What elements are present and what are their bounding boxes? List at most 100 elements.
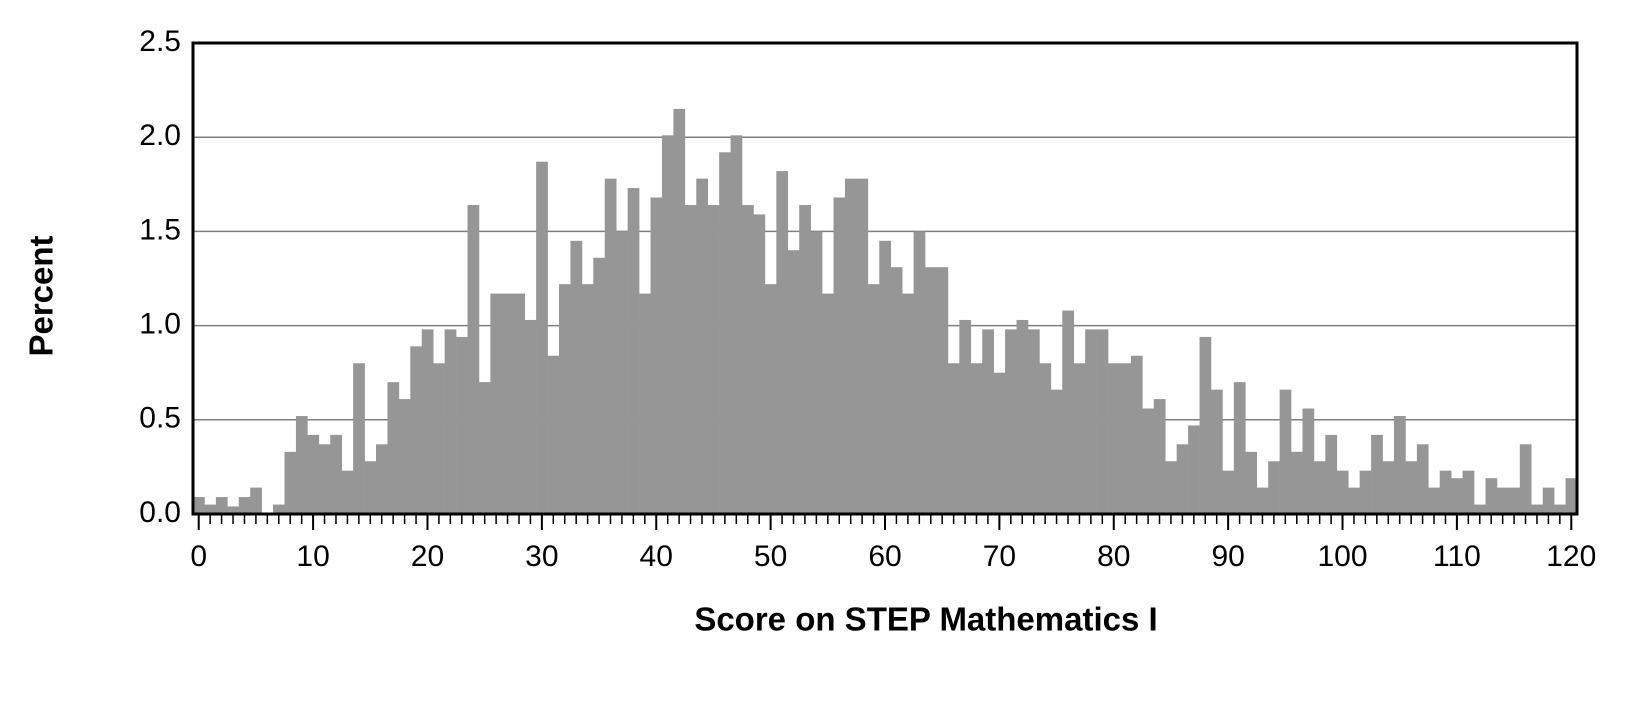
bar (1062, 310, 1075, 514)
bar (1416, 444, 1429, 514)
bar (844, 178, 857, 514)
bar (1485, 478, 1498, 514)
bar (1348, 487, 1360, 514)
bar (193, 497, 205, 514)
bar (719, 152, 731, 514)
x-tick-label: 20 (411, 540, 444, 573)
bar (570, 240, 583, 514)
bar (433, 363, 445, 514)
bar (284, 451, 297, 514)
bar (238, 497, 251, 514)
x-tick-label: 110 (1433, 540, 1481, 573)
bar (204, 504, 217, 514)
y-tick-label: 2.5 (139, 25, 181, 58)
bar (593, 257, 606, 514)
x-tick-label: 70 (983, 540, 1016, 573)
bar (1096, 329, 1109, 514)
bar (616, 231, 628, 514)
bar (982, 329, 994, 514)
bar (1233, 382, 1246, 514)
bar (490, 293, 503, 514)
bar (1039, 363, 1052, 514)
bar (1508, 487, 1521, 514)
bar (341, 470, 354, 514)
bar (444, 329, 457, 514)
x-tick-label: 0 (190, 540, 207, 573)
bar (833, 197, 846, 514)
bar (273, 504, 285, 514)
bar (1325, 434, 1338, 514)
x-tick-label: 40 (640, 540, 673, 573)
bar (730, 135, 743, 515)
x-tick-label: 60 (868, 540, 901, 573)
x-tick-label: 30 (525, 540, 558, 573)
y-tick-label: 0.5 (139, 402, 181, 435)
bar (639, 293, 651, 514)
bar (684, 205, 697, 515)
bar (1313, 461, 1326, 514)
bar (1359, 470, 1372, 514)
bar (1016, 319, 1029, 514)
bar (501, 293, 514, 514)
bar (398, 399, 411, 514)
bar (1462, 470, 1475, 514)
bar (776, 171, 789, 514)
bar (547, 355, 560, 514)
bar (1279, 389, 1292, 514)
bar (1210, 389, 1223, 514)
bar (753, 214, 766, 514)
bar (661, 135, 674, 515)
bar (227, 506, 240, 514)
bar (1027, 329, 1040, 514)
bar (1165, 461, 1177, 514)
plot-frame (191, 41, 1579, 516)
bar (856, 178, 869, 514)
bar (1542, 487, 1555, 514)
bar (1176, 444, 1189, 514)
bar (1199, 336, 1212, 514)
bar (307, 434, 320, 514)
bar (913, 231, 926, 514)
bar (707, 205, 720, 515)
bar (1108, 363, 1120, 514)
bar (627, 188, 640, 514)
bar (1050, 389, 1063, 514)
bar (1268, 461, 1280, 514)
bar (1302, 408, 1315, 514)
bar (1222, 470, 1235, 514)
bar (764, 284, 777, 514)
bar (1554, 504, 1566, 514)
bar (1291, 451, 1303, 514)
x-tick-label: 10 (296, 540, 329, 573)
bar (902, 293, 914, 514)
bar (810, 231, 823, 514)
bar (799, 205, 811, 515)
bar (1245, 451, 1258, 514)
bar (1393, 416, 1406, 514)
bar (650, 197, 663, 514)
bar (330, 434, 342, 514)
bar (318, 444, 331, 514)
bar (1382, 461, 1395, 514)
x-tick-label: 100 (1317, 540, 1367, 573)
bar (513, 293, 526, 514)
bar (456, 336, 468, 514)
bar (1565, 478, 1578, 514)
bar (970, 363, 983, 514)
bar (467, 205, 480, 515)
x-tick-label: 50 (754, 540, 787, 573)
bar (376, 444, 388, 514)
bar (1439, 470, 1452, 514)
x-axis-title: Score on STEP Mathematics I (694, 601, 1157, 638)
bar (925, 267, 937, 514)
bar (1428, 487, 1441, 514)
bar (387, 382, 400, 514)
y-tick-label: 0.0 (139, 496, 181, 529)
bar (1371, 434, 1383, 514)
bar (673, 108, 686, 514)
bar (559, 284, 571, 514)
bar (947, 363, 960, 514)
bar (353, 363, 365, 514)
